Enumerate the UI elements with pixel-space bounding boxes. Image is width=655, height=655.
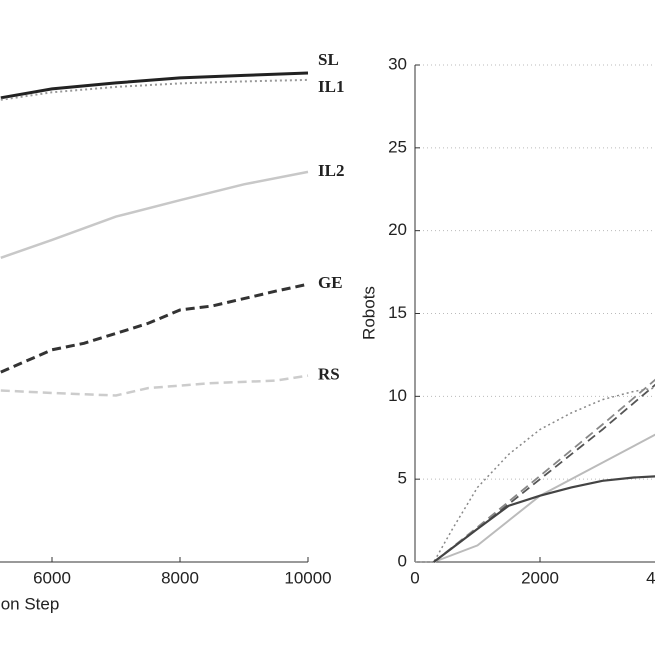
x-axis-label: on Step: [1, 594, 60, 613]
series-line: [415, 387, 655, 563]
line-label: RS: [318, 365, 340, 384]
line-label: IL1: [318, 77, 344, 96]
line-label: GE: [318, 273, 343, 292]
x-tick-label: 4000: [646, 568, 655, 587]
y-axis-label: Robots: [359, 286, 378, 340]
x-tick-label: 6000: [33, 568, 71, 587]
series-line: [0, 71, 309, 100]
line-label: SL: [318, 50, 339, 69]
series-line: [433, 433, 655, 563]
line-label: IL2: [318, 161, 344, 180]
y-tick-label: 25: [388, 137, 407, 156]
series-line: [433, 378, 655, 563]
x-tick-label: 0: [410, 568, 419, 587]
y-tick-label: 30: [388, 54, 407, 73]
x-tick-label: 2000: [521, 568, 559, 587]
series-line: [433, 383, 655, 563]
y-tick-label: 15: [388, 303, 407, 322]
series-line: [0, 170, 309, 259]
y-tick-label: 10: [388, 386, 407, 405]
y-tick-label: 5: [398, 469, 407, 488]
series-line: [0, 374, 309, 397]
series-line: [0, 282, 309, 374]
series-line: [433, 475, 655, 563]
x-tick-label: 10000: [284, 568, 331, 587]
x-tick-label: 8000: [161, 568, 199, 587]
y-tick-label: 20: [388, 220, 407, 239]
y-tick-label: 0: [398, 551, 407, 570]
